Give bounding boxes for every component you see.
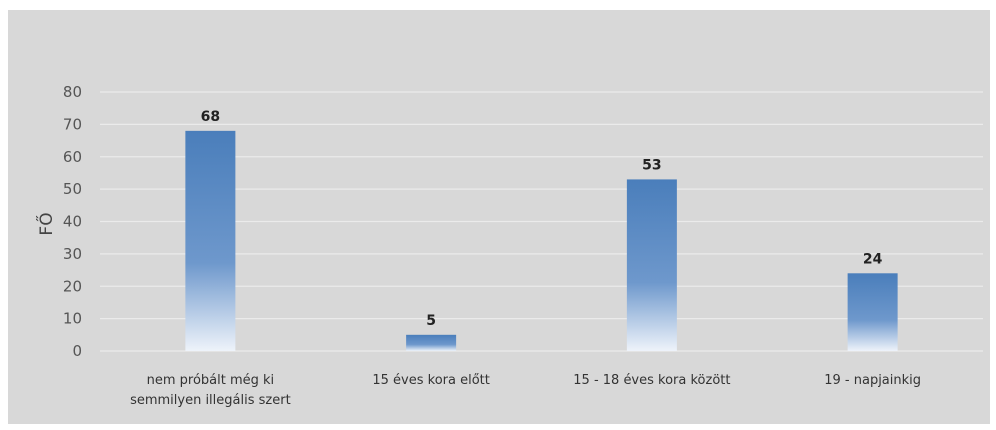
x-category-label: 19 - napjainkig [824,373,921,388]
data-label: 5 [426,313,436,329]
bar [847,273,898,351]
data-label: 68 [201,109,220,125]
y-axis-ticks: 0 10 20 30 40 50 60 70 80 [63,83,82,360]
y-axis-title: FŐ [35,212,57,235]
bar-chart: 0 10 20 30 40 50 60 70 80 FŐ 68 5 53 24 nem próbált… [35,83,983,408]
y-tick-label: 0 [72,342,82,360]
bar [185,130,236,351]
data-label: 24 [863,251,883,267]
y-tick-label: 40 [63,213,82,231]
y-tick-label: 70 [63,115,82,133]
bar [406,334,457,351]
x-category-label: nem próbált még ki semmilyen illegális sz… [130,373,291,408]
y-tick-label: 80 [63,83,82,101]
y-tick-label: 10 [63,310,82,328]
chart-area: 0 10 20 30 40 50 60 70 80 FŐ 68 5 53 24 nem próbált… [8,10,990,424]
y-tick-label: 30 [63,245,82,263]
category-labels: nem próbált még ki semmilyen illegális sz… [130,373,921,408]
bar [626,179,677,351]
value-labels: 68 5 53 24 [201,109,883,329]
y-tick-label: 60 [63,148,82,166]
x-category-label: 15 éves kora előtt [372,373,490,388]
y-tick-label: 50 [63,180,82,198]
x-category-label: 15 - 18 éves kora között [573,373,730,388]
data-label: 53 [642,157,661,173]
bars [185,130,898,351]
gridlines [100,91,983,352]
y-tick-label: 20 [63,277,82,295]
